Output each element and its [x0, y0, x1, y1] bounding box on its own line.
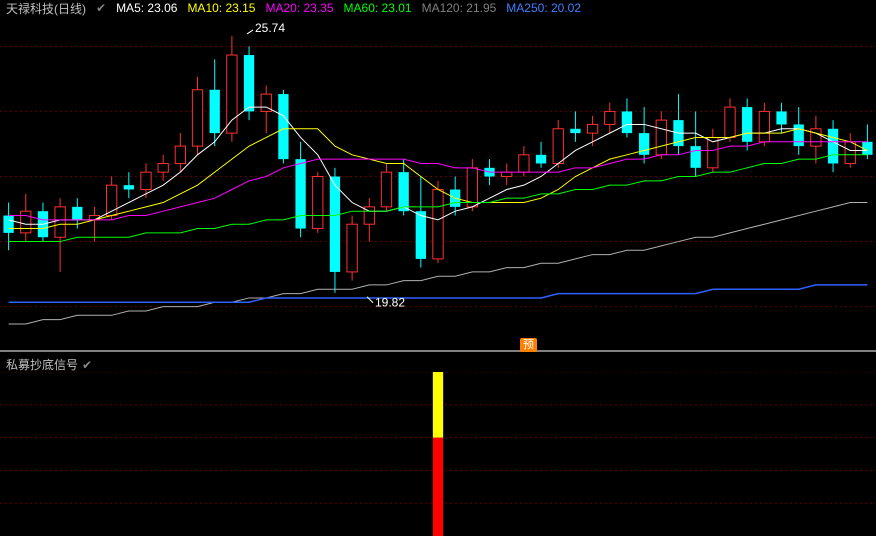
ma10-label: MA10: 23.15: [187, 1, 255, 15]
check-icon: ✔: [82, 358, 92, 372]
sub-indicator-title: 私募抄底信号 ✔: [6, 356, 92, 373]
panel-divider: [0, 350, 876, 352]
check-icon: ✔: [96, 1, 106, 15]
ma250-label: MA250: 20.02: [506, 1, 581, 15]
ma60-label: MA60: 23.01: [344, 1, 412, 15]
svg-text:19.82: 19.82: [375, 296, 405, 310]
sub-title-label: 私募抄底信号: [6, 358, 78, 372]
ma20-label: MA20: 23.35: [265, 1, 333, 15]
ma5-label: MA5: 23.06: [116, 1, 177, 15]
chart-header: 天禄科技(日线) ✔ MA5: 23.06 MA10: 23.15 MA20: …: [0, 0, 876, 16]
stock-title: 天禄科技(日线): [6, 0, 86, 17]
forecast-badge: 预: [520, 338, 537, 352]
sub-indicator-chart[interactable]: [0, 372, 876, 536]
main-candlestick-chart[interactable]: 25.74 19.82: [0, 16, 876, 350]
ma120-label: MA120: 21.95: [422, 1, 497, 15]
svg-text:25.74: 25.74: [255, 21, 285, 35]
